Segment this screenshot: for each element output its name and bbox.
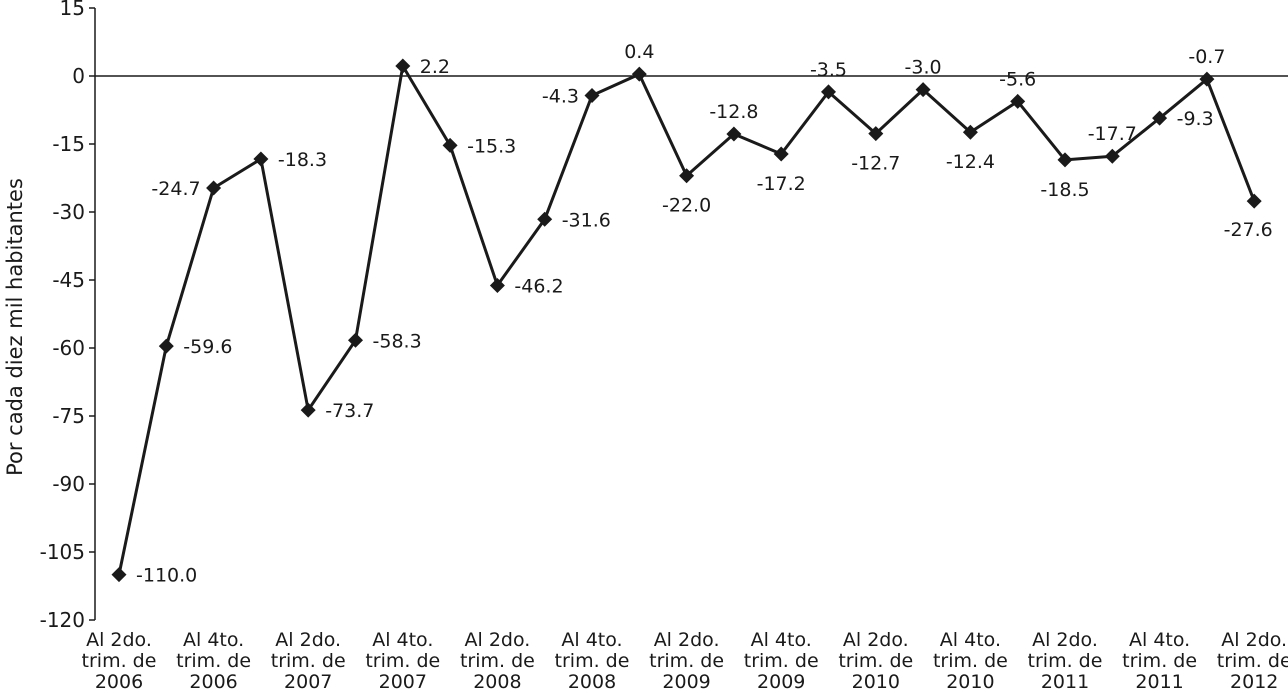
data-point	[631, 66, 647, 82]
x-tick-label: Al 2do. trim. de 2006	[82, 629, 157, 693]
series-line	[117, 64, 1256, 576]
y-tick-label: -120	[40, 608, 85, 632]
x-tick-label: Al 2do. trim. de 2011	[1028, 629, 1103, 693]
x-tick-label: Al 2do. trim. de 2007	[271, 629, 346, 693]
data-label: 0.4	[624, 41, 654, 63]
data-label: -18.5	[1040, 179, 1089, 201]
data-label: -9.3	[1177, 108, 1214, 130]
data-point	[158, 338, 174, 354]
data-label: -5.6	[999, 68, 1036, 90]
data-point	[962, 124, 978, 140]
x-tick-label: Al 2do. trim. de 2010	[838, 629, 913, 693]
x-tick-label: Al 4to. trim. de 2009	[744, 629, 819, 693]
y-tick-label: -75	[52, 404, 85, 428]
data-point	[300, 402, 316, 418]
data-label: -12.8	[709, 101, 758, 123]
data-point	[584, 87, 600, 103]
data-point	[442, 137, 458, 153]
series-line-path	[117, 64, 1256, 576]
axes	[94, 8, 1288, 620]
data-point	[1246, 193, 1262, 209]
data-label: -3.5	[810, 59, 847, 81]
data-label: -17.7	[1088, 123, 1137, 145]
data-point	[726, 126, 742, 142]
data-label: -17.2	[757, 173, 806, 195]
x-tick-label: Al 2do. trim. de 2012	[1217, 629, 1288, 693]
data-label: -15.3	[467, 135, 516, 157]
data-label: -27.6	[1224, 219, 1273, 241]
y-tick-label: -60	[52, 336, 85, 360]
y-axis-label: Por cada diez mil habitantes	[3, 178, 27, 476]
y-tick-label: -90	[52, 472, 85, 496]
y-ticks: 15 0 -15 -30 -45 -60 -75 -90 -105 -120	[40, 0, 95, 632]
data-point	[915, 82, 931, 98]
y-tick-label: 0	[72, 64, 85, 88]
data-point	[679, 168, 695, 184]
data-point	[1057, 152, 1073, 168]
x-tick-label: Al 4to. trim. de 2011	[1122, 629, 1197, 693]
data-point	[1152, 110, 1168, 126]
data-point	[253, 151, 269, 167]
data-point	[821, 84, 836, 100]
data-label: -46.2	[514, 275, 563, 297]
y-tick-label: 15	[60, 0, 85, 20]
data-label: -0.7	[1188, 46, 1225, 68]
y-tick-label: -30	[52, 200, 85, 224]
y-tick-label: -15	[52, 132, 85, 156]
series-markers	[111, 58, 1262, 583]
y-tick-label: -45	[52, 268, 85, 292]
data-label: -18.3	[278, 149, 327, 171]
data-label: -73.7	[325, 400, 374, 422]
data-point	[1199, 71, 1215, 87]
x-tick-label: Al 4to. trim. de 2007	[365, 629, 440, 693]
x-tick-label: Al 4to. trim. de 2010	[933, 629, 1008, 693]
data-label: -110.0	[136, 565, 197, 587]
data-point	[348, 332, 363, 348]
data-label: -3.0	[905, 57, 942, 79]
data-label: -31.6	[562, 209, 611, 231]
data-label: -22.0	[662, 195, 711, 217]
data-label: -24.7	[151, 178, 200, 200]
x-tick-label: Al 2do. trim. de 2008	[460, 629, 535, 693]
data-label: -12.7	[851, 153, 900, 175]
data-point	[395, 58, 411, 74]
data-label: -59.6	[183, 336, 232, 358]
data-point	[489, 277, 505, 293]
data-point	[773, 146, 789, 162]
x-tick-label: Al 2do. trim. de 2009	[649, 629, 724, 693]
data-point	[111, 567, 127, 583]
x-tick-label: Al 4to. trim. de 2008	[555, 629, 630, 693]
data-point	[537, 211, 553, 227]
x-ticks: Al 2do. trim. de 2006 Al 4to. trim. de 2006 Al…	[82, 629, 1288, 693]
data-point	[1104, 148, 1120, 164]
data-point	[1010, 93, 1026, 109]
data-label: -4.3	[542, 86, 579, 108]
data-labels: -110.0 -59.6 -24.7 -18.3 -73.7 -58.3 2.2 -15.3 -…	[136, 41, 1273, 587]
data-label: -12.4	[946, 151, 995, 173]
data-point	[868, 126, 884, 142]
x-tick-label: Al 4to. trim. de 2006	[176, 629, 251, 693]
y-tick-label: -105	[40, 540, 85, 564]
data-label: 2.2	[420, 56, 450, 78]
data-label: -58.3	[373, 330, 422, 352]
data-point	[206, 180, 222, 196]
